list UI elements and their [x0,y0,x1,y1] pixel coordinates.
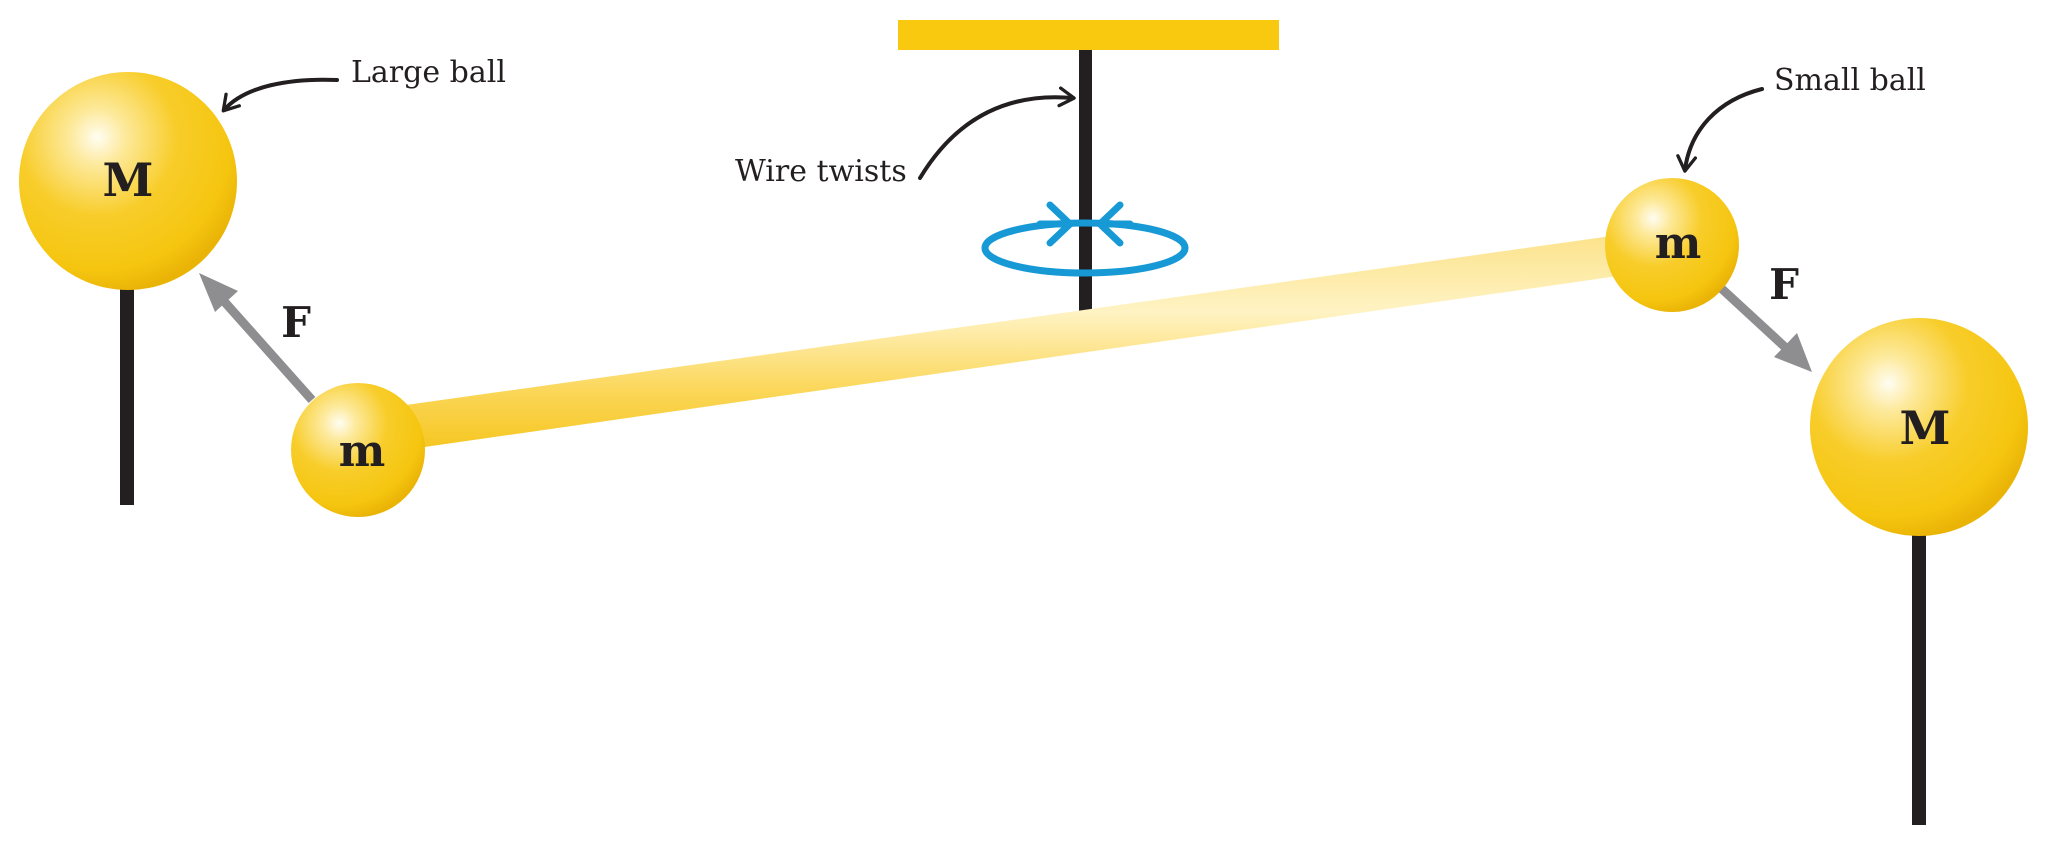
wire-curved-pointer-arrow-icon [918,86,1076,180]
right-small-ball-letter: m [1655,218,1702,269]
large-ball-label: Large ball [351,55,506,90]
left-large-ball-letter: M [103,153,154,207]
right-large-ball [1810,318,2028,536]
suspension-wire [1079,50,1092,315]
wire-twists-label: Wire twists [735,154,907,189]
ceiling-mount-bar [898,20,1279,50]
small-ball-curved-pointer-arrow-icon [1676,87,1764,173]
left-support-rod [120,285,134,505]
left-force-label: F [281,298,311,347]
right-small-ball [1605,178,1739,312]
right-force-arrow-icon [1718,285,1812,372]
left-large-ball [19,72,237,290]
right-force-label: F [1769,260,1799,309]
large-ball-curved-pointer-arrow-icon [221,77,339,113]
left-small-ball-letter: m [339,426,386,477]
small-ball-label: Small ball [1774,63,1926,98]
left-force-arrow-icon [199,273,316,403]
right-large-ball-letter: M [1900,401,1951,455]
balance-beam [356,234,1632,456]
right-support-rod [1912,530,1926,825]
left-small-ball [291,383,425,517]
rotation-ellipse-arrow-icon [981,201,1189,277]
